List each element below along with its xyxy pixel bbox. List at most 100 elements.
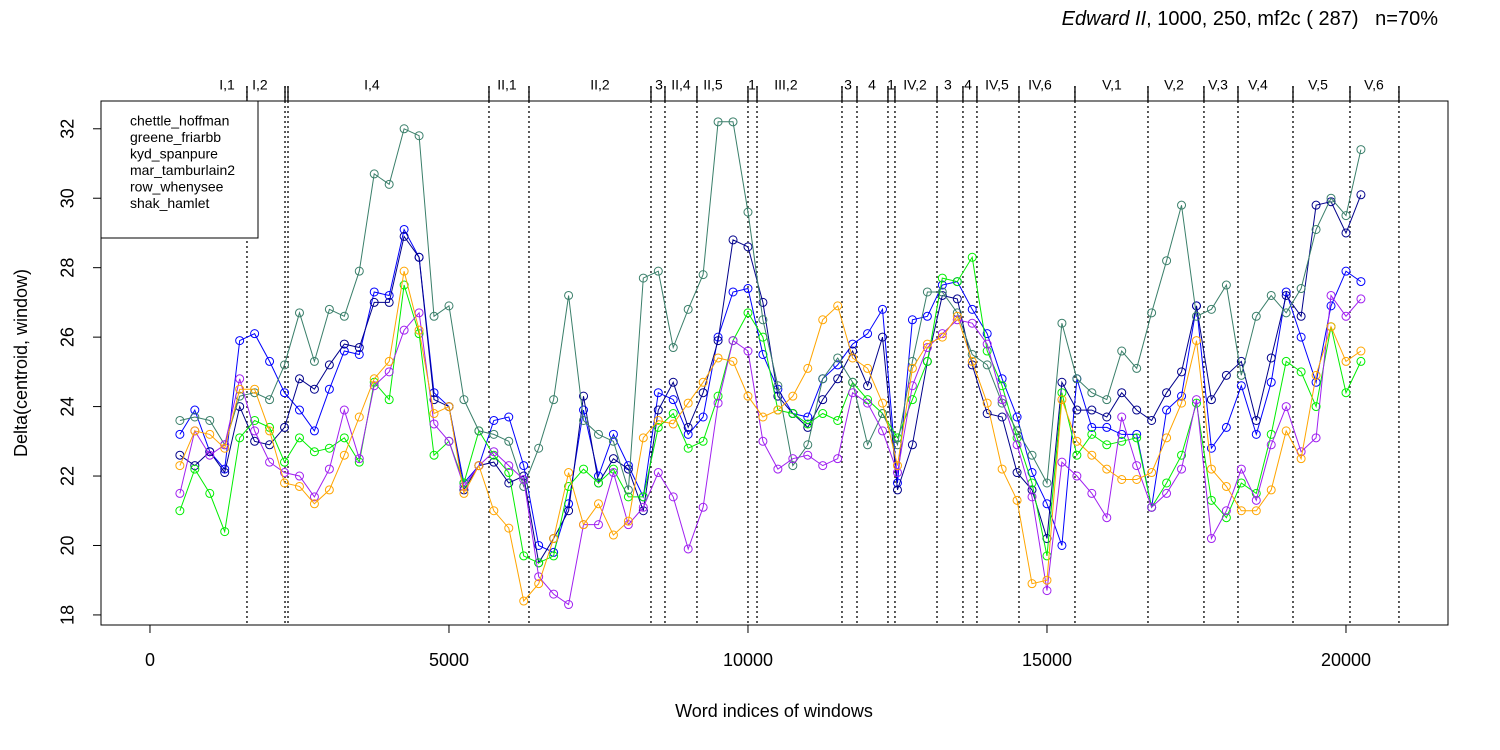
scene-label: 1 [887,77,895,93]
data-point [1281,402,1291,412]
data-point [280,360,290,370]
data-point [1206,304,1216,314]
data-point [833,415,843,425]
data-point [922,311,932,321]
data-point [937,329,947,339]
data-point [1281,426,1291,436]
data-point [1162,488,1172,498]
data-point [369,381,379,391]
data-point [907,381,917,391]
data-point [235,374,245,384]
data-point [250,329,260,339]
data-point [294,308,304,318]
data-point [818,409,828,419]
data-point [1311,200,1321,210]
y-tick-label: 26 [58,327,78,347]
data-point [309,492,319,502]
data-point [175,415,185,425]
scene-label: II,1 [497,77,517,93]
data-point [773,391,783,401]
data-point [1251,429,1261,439]
data-point [1057,540,1067,550]
data-point [698,436,708,446]
data-point [1356,277,1366,287]
data-point [1296,311,1306,321]
data-point [683,398,693,408]
scene-label: 4 [964,77,972,93]
data-point [997,395,1007,405]
data-point [175,488,185,498]
scene-label: 3 [844,77,852,93]
y-tick-label: 28 [58,258,78,278]
series-line [179,294,1362,606]
data-point [1147,308,1157,318]
data-point [952,311,962,321]
data-point [683,422,693,432]
data-point [713,336,723,346]
data-point [205,488,215,498]
data-point [534,540,544,550]
data-point [863,381,873,391]
data-point [743,308,753,318]
data-point [638,273,648,283]
data-point [369,169,379,179]
data-point [803,363,813,373]
data-point [534,443,544,453]
data-point [564,290,574,300]
data-point [1206,534,1216,544]
data-point [354,266,364,276]
data-point [683,544,693,554]
data-point [758,436,768,446]
data-point [1102,440,1112,450]
data-point [384,395,394,405]
data-point [937,280,947,290]
data-point [922,339,932,349]
data-point [1087,405,1097,415]
scene-label: IV,2 [903,77,927,93]
data-point [608,429,618,439]
data-point [1057,395,1067,405]
x-tick-label: 20000 [1321,650,1371,670]
data-point [294,405,304,415]
data-point [848,353,858,363]
data-point [1191,395,1201,405]
x-tick-label: 15000 [1022,650,1072,670]
data-point [1042,478,1052,488]
data-point [414,325,424,335]
data-point [369,287,379,297]
data-point [1311,377,1321,387]
data-point [1042,499,1052,509]
data-point [743,207,753,217]
data-point [1072,471,1082,481]
data-point [773,405,783,415]
data-point [324,485,334,495]
data-point [1117,346,1127,356]
data-point [638,433,648,443]
data-point [444,402,454,412]
data-point [1102,513,1112,523]
data-point [1296,332,1306,342]
data-point [1162,405,1172,415]
data-point [1072,374,1082,384]
data-point [1072,436,1082,446]
data-point [1266,485,1276,495]
data-point [803,412,813,422]
scene-label: 3 [944,77,952,93]
data-point [863,440,873,450]
data-point [534,558,544,568]
data-point [668,419,678,429]
data-point [339,339,349,349]
data-point [937,332,947,342]
data-point [952,277,962,287]
data-point [1236,381,1246,391]
data-point [818,374,828,384]
data-point [668,409,678,419]
data-point [384,290,394,300]
data-point [459,488,469,498]
data-point [235,384,245,394]
data-point [1191,311,1201,321]
y-tick-label: 30 [58,188,78,208]
data-point [429,450,439,460]
data-point [220,443,230,453]
